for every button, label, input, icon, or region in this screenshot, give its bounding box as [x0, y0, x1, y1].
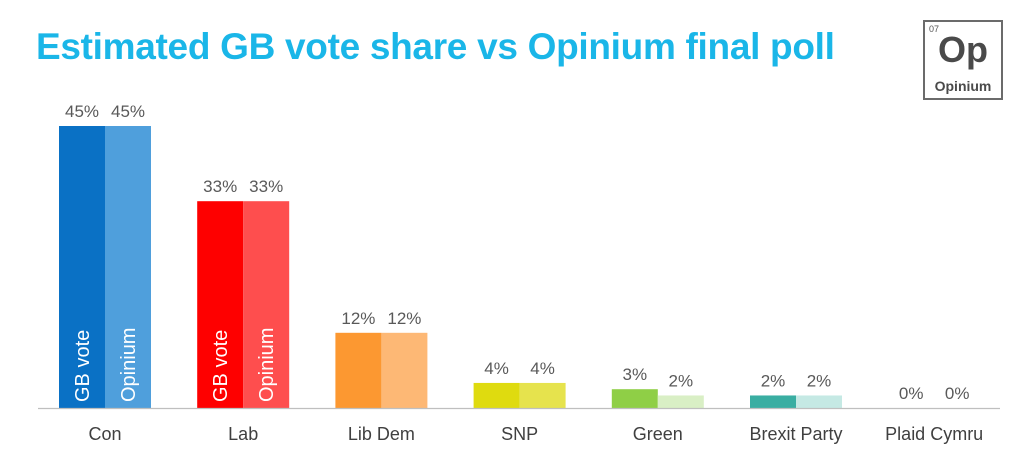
bar-gb-vote [611, 389, 658, 408]
data-label: 45% [111, 102, 145, 121]
data-label: 2% [669, 371, 694, 390]
bar-opinium [381, 332, 428, 408]
bar-opinium [519, 382, 566, 408]
category-label: Con [88, 424, 121, 444]
data-label: 4% [530, 359, 555, 378]
series-label: Opinium [256, 328, 278, 402]
data-label: 0% [945, 384, 970, 403]
bar-opinium [796, 395, 842, 408]
bar-opinium [657, 395, 704, 408]
data-label: 33% [203, 177, 237, 196]
series-label: GB vote [72, 330, 94, 402]
data-label: 0% [899, 384, 924, 403]
bar-gb-vote [59, 126, 105, 408]
logo-number: 07 [929, 24, 940, 34]
data-label: 12% [387, 309, 421, 328]
opinium-logo: 07 Op Opinium [923, 20, 1003, 100]
chart-title: Estimated GB vote share vs Opinium final… [36, 26, 835, 67]
bar-gb-vote [750, 395, 796, 408]
category-label: Plaid Cymru [885, 424, 983, 444]
data-label: 45% [65, 102, 99, 121]
logo-name: Opinium [934, 78, 992, 94]
bar-gb-vote [197, 201, 244, 408]
data-label: 2% [761, 371, 786, 390]
data-label: 12% [341, 309, 375, 328]
series-label: Opinium [118, 328, 140, 402]
data-label: 33% [249, 177, 283, 196]
bar-gb-vote [473, 382, 520, 408]
data-label: 2% [807, 371, 832, 390]
bar-opinium [243, 201, 290, 408]
category-label: Lib Dem [348, 424, 415, 444]
data-label: 3% [623, 365, 648, 384]
bar-gb-vote [335, 332, 382, 408]
category-label: Green [633, 424, 683, 444]
data-label: 4% [484, 359, 509, 378]
bar-opinium [105, 126, 151, 408]
category-label: Lab [228, 424, 258, 444]
logo-symbol: Op [938, 29, 988, 70]
category-label: SNP [501, 424, 538, 444]
category-label: Brexit Party [749, 424, 842, 444]
series-label: GB vote [210, 330, 232, 402]
